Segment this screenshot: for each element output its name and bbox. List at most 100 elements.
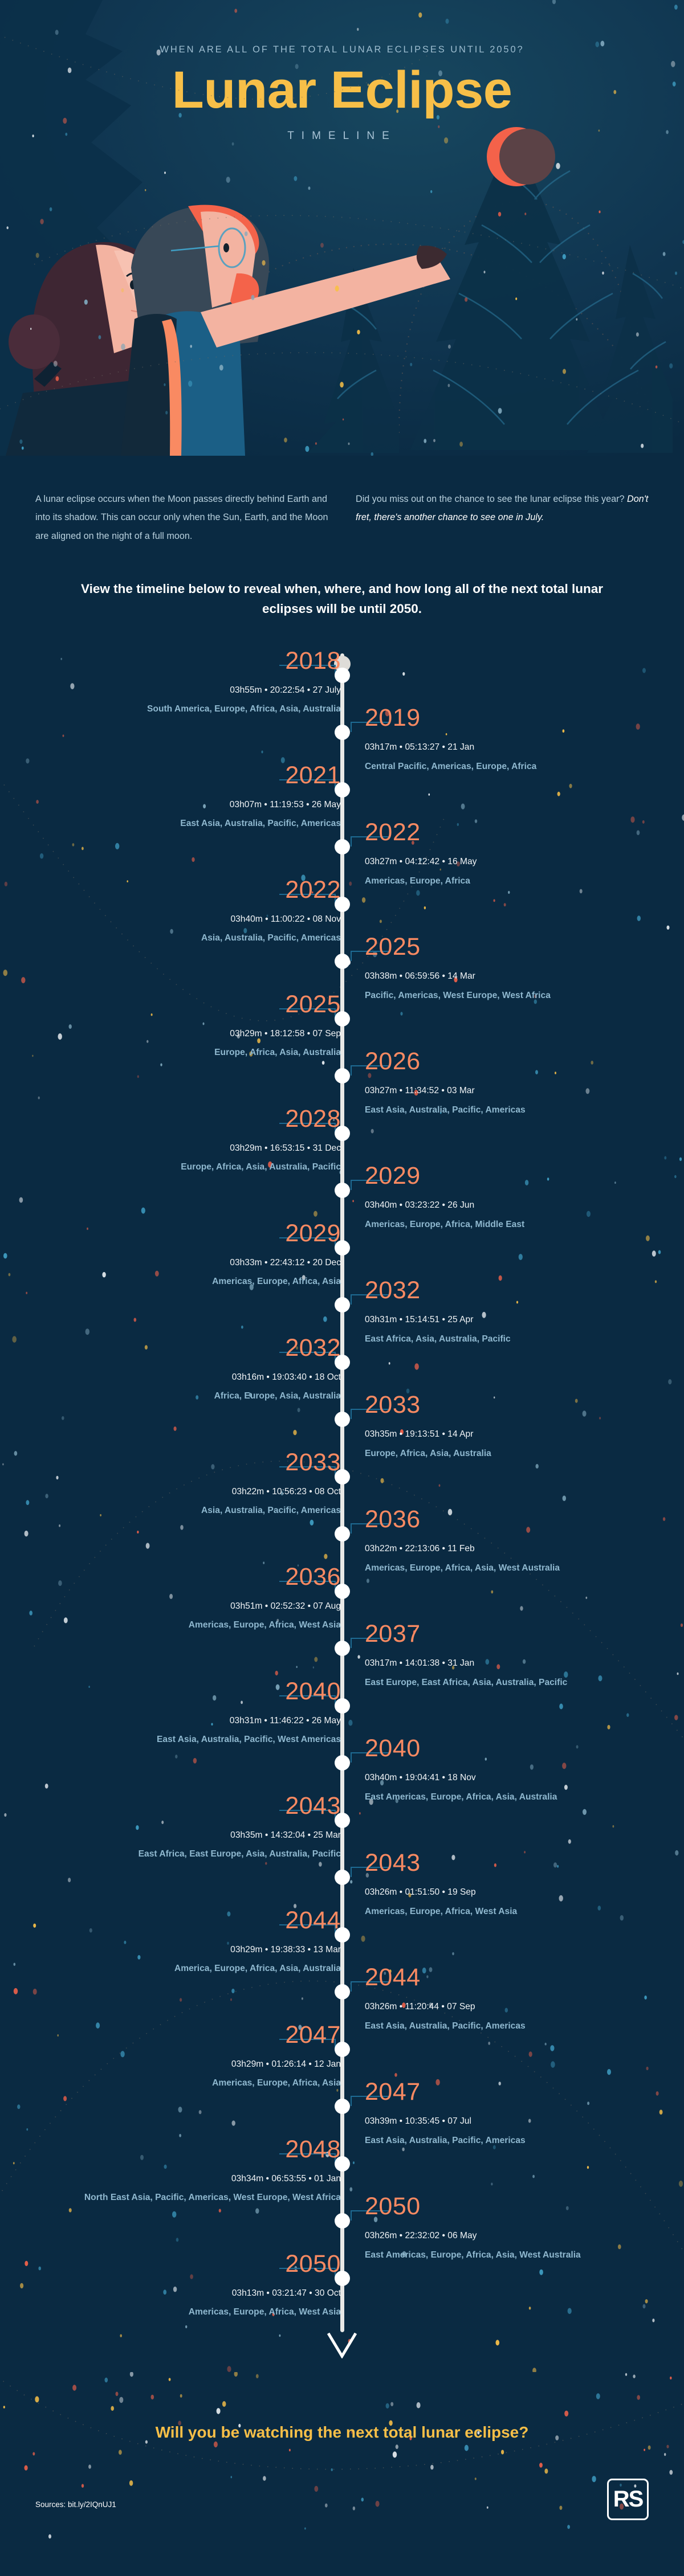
timeline-node[interactable] [335, 1927, 350, 1943]
entry-visible-regions: Americas, Europe, Africa, West Asia [365, 1906, 518, 1916]
intro-paragraph-prompt: Did you miss out on the chance to see th… [356, 490, 649, 527]
timeline-entry-2036-16[interactable]: 2036 03h51m • 02:52:32 • 07 Aug Americas, … [44, 1564, 341, 1632]
entry-year: 2032 [285, 1334, 341, 1361]
timeline-node[interactable] [335, 1068, 350, 1084]
entry-visible-regions: East Asia, Australia, Pacific, West Amer… [157, 1735, 341, 1745]
timeline-entry-2050-28[interactable]: 2050 03h13m • 03:21:47 • 30 Oct Americas, … [44, 2251, 341, 2319]
timeline-node[interactable] [335, 1354, 350, 1370]
entry-year: 2022 [365, 819, 421, 847]
timeline-connector-leg [364, 1867, 390, 1868]
timeline-entry-2032-11[interactable]: 2032 03h31m • 15:14:51 • 25 Apr East Afric… [365, 1278, 661, 1346]
timeline-node[interactable] [335, 2099, 350, 2115]
timeline-connector-leg [279, 2267, 310, 2269]
timeline-entry-2021-2[interactable]: 2021 03h07m • 11:19:53 • 26 May East Asia,… [44, 763, 341, 831]
entry-visible-regions: Americas, Europe, Africa, Asia, West Aus… [365, 1563, 560, 1573]
entry-visible-regions: East Europe, East Africa, Asia, Australi… [365, 1677, 568, 1687]
timeline-node[interactable] [335, 1641, 350, 1657]
entry-duration-time-date: 03h31m • 11:46:22 • 26 May [229, 1715, 341, 1725]
timeline-entry-2025-5[interactable]: 2025 03h38m • 06:59:56 • 14 Mar Pacific, A… [365, 935, 661, 1002]
timeline-entry-2028-8[interactable]: 2028 03h29m • 16:53:15 • 31 Dec Europe, Af… [44, 1106, 341, 1174]
timeline-connector [351, 1523, 364, 1534]
timeline-node[interactable] [335, 839, 350, 855]
timeline-connector [351, 722, 364, 733]
timeline-connector [351, 1638, 364, 1649]
timeline-entry-2025-6[interactable]: 2025 03h29m • 18:12:58 • 07 Sep Europe, Af… [44, 992, 341, 1060]
timeline-node[interactable] [335, 2213, 350, 2229]
entry-duration-time-date: 03h51m • 02:52:32 • 07 Aug [230, 1601, 341, 1611]
timeline-entry-2048-26[interactable]: 2048 03h34m • 06:53:55 • 01 Jan North East… [44, 2137, 341, 2205]
timeline-arrow-icon [327, 2332, 357, 2358]
timeline-entry-2018-0[interactable]: 2018 03h55m • 20:22:54 • 27 July South Ame… [44, 648, 341, 716]
timeline-entry-2019-1[interactable]: 2019 03h17m • 05:13:27 • 21 Jan Central Pa… [365, 706, 661, 773]
timeline-node[interactable] [335, 1984, 350, 2000]
timeline-connector [308, 1809, 336, 1820]
timeline-node[interactable] [335, 1183, 350, 1199]
timeline-node[interactable] [335, 2270, 350, 2286]
timeline-entry-2033-14[interactable]: 2033 03h22m • 10:56:23 • 08 Oct Asia, Aust… [44, 1450, 341, 1518]
entry-visible-regions: Americas, Europe, Africa, West Asia [188, 1620, 341, 1630]
timeline-node[interactable] [335, 896, 350, 912]
timeline-entry-2043-20[interactable]: 2043 03h35m • 14:32:04 • 25 Mar East Afric… [44, 1792, 341, 1861]
timeline-node[interactable] [335, 1812, 350, 1828]
entry-year: 2048 [285, 2135, 341, 2163]
timeline-connector [351, 1867, 364, 1878]
timeline-entry-2026-7[interactable]: 2026 03h27m • 11:34:52 • 03 Mar East Asia,… [365, 1049, 661, 1117]
entry-year: 2033 [365, 1391, 421, 1419]
timeline-connector-leg [279, 1809, 310, 1811]
timeline-node[interactable] [335, 1583, 350, 1599]
timeline-node[interactable] [335, 782, 350, 798]
timeline-node[interactable] [335, 1755, 350, 1771]
timeline-entry-2043-21[interactable]: 2043 03h26m • 01:51:50 • 19 Sep Americas, … [365, 1851, 661, 1918]
timeline-node[interactable] [335, 1698, 350, 1714]
timeline-node[interactable] [335, 1011, 350, 1027]
timeline-entry-2022-4[interactable]: 2022 03h40m • 11:00:22 • 08 Nov Asia, Aust… [44, 877, 341, 945]
timeline-entry-2050-27[interactable]: 2050 03h26m • 22:32:02 • 06 May East Ameri… [365, 2194, 661, 2262]
timeline-entry-2047-25[interactable]: 2047 03h39m • 10:35:45 • 07 Jul East Asia,… [365, 2080, 661, 2147]
timeline-node[interactable] [335, 1412, 350, 1428]
timeline-entry-2032-12[interactable]: 2032 03h16m • 19:03:40 • 18 Oct Africa, Eu… [44, 1334, 341, 1403]
timeline-entry-2044-23[interactable]: 2044 03h26m • 11:20:44 • 07 Sep East Asia,… [365, 1965, 661, 2033]
entry-year: 2043 [285, 1792, 341, 1819]
timeline-entry-2036-15[interactable]: 2036 03h22m • 22:13:06 • 11 Feb Americas, … [365, 1507, 661, 1575]
timeline-node[interactable] [335, 1125, 350, 1141]
timeline-connector [351, 951, 364, 962]
timeline-node[interactable] [335, 2041, 350, 2057]
timeline-entry-2047-24[interactable]: 2047 03h29m • 01:26:14 • 12 Jan Americas, … [44, 2022, 341, 2090]
timeline-entry-2029-9[interactable]: 2029 03h40m • 03:23:22 • 26 Jun Americas, … [365, 1164, 661, 1231]
timeline-entry-2040-18[interactable]: 2040 03h31m • 11:46:22 • 26 May East Asia,… [44, 1679, 341, 1747]
timeline-entry-2044-22[interactable]: 2044 03h29m • 19:38:33 • 13 Mar America, E… [44, 1908, 341, 1976]
entry-visible-regions: East Asia, Australia, Pacific, Americas [365, 2021, 526, 2031]
timeline-node[interactable] [335, 667, 350, 683]
timeline-entry-2033-13[interactable]: 2033 03h35m • 19:13:51 • 14 Apr Europe, Af… [365, 1393, 661, 1460]
eclipsed-moon-icon [487, 127, 555, 186]
timeline-entry-2037-17[interactable]: 2037 03h17m • 14:01:38 • 31 Jan East Europ… [365, 1622, 661, 1689]
entry-duration-time-date: 03h07m • 11:19:53 • 26 May [229, 799, 341, 809]
entry-visible-regions: Central Pacific, Americas, Europe, Afric… [365, 761, 537, 771]
timeline-node[interactable] [335, 1469, 350, 1485]
entry-visible-regions: East Africa, Asia, Australia, Pacific [365, 1334, 511, 1344]
entry-visible-regions: America, Europe, Africa, Asia, Australia [174, 1964, 341, 1974]
timeline-node[interactable] [335, 1526, 350, 1542]
timeline-connector [308, 1122, 336, 1133]
entry-visible-regions: South America, Europe, Africa, Asia, Aus… [147, 704, 341, 714]
timeline-node[interactable] [335, 725, 350, 741]
entry-duration-time-date: 03h33m • 22:43:12 • 20 Dec [230, 1257, 341, 1267]
entry-duration-time-date: 03h26m • 22:32:02 • 06 May [365, 2231, 477, 2241]
entry-visible-regions: Pacific, Americas, West Europe, West Afr… [365, 990, 551, 1000]
intro-column-right: Did you miss out on the chance to see th… [356, 490, 649, 545]
call-to-action-text: Will you be watching the next total luna… [155, 2423, 529, 2441]
timeline-node[interactable] [335, 1297, 350, 1313]
entry-duration-time-date: 03h22m • 10:56:23 • 08 Oct [231, 1486, 341, 1496]
entry-year: 2040 [365, 1735, 421, 1763]
timeline-node[interactable] [335, 1240, 350, 1256]
timeline-node[interactable] [335, 954, 350, 970]
entry-duration-time-date: 03h39m • 10:35:45 • 07 Jul [365, 2116, 471, 2127]
timeline-entry-2029-10[interactable]: 2029 03h33m • 22:43:12 • 20 Dec Americas, … [44, 1221, 341, 1289]
timeline-entry-2040-19[interactable]: 2040 03h40m • 19:04:41 • 18 Nov East Ameri… [365, 1736, 661, 1804]
timeline-connector [351, 1294, 364, 1305]
timeline-node[interactable] [335, 1870, 350, 1886]
timeline-entry-2022-3[interactable]: 2022 03h27m • 04:12:42 • 16 May Americas, … [365, 820, 661, 888]
entry-year: 2021 [285, 761, 341, 789]
timeline-node[interactable] [335, 2156, 350, 2172]
entry-year: 2047 [365, 2078, 421, 2106]
